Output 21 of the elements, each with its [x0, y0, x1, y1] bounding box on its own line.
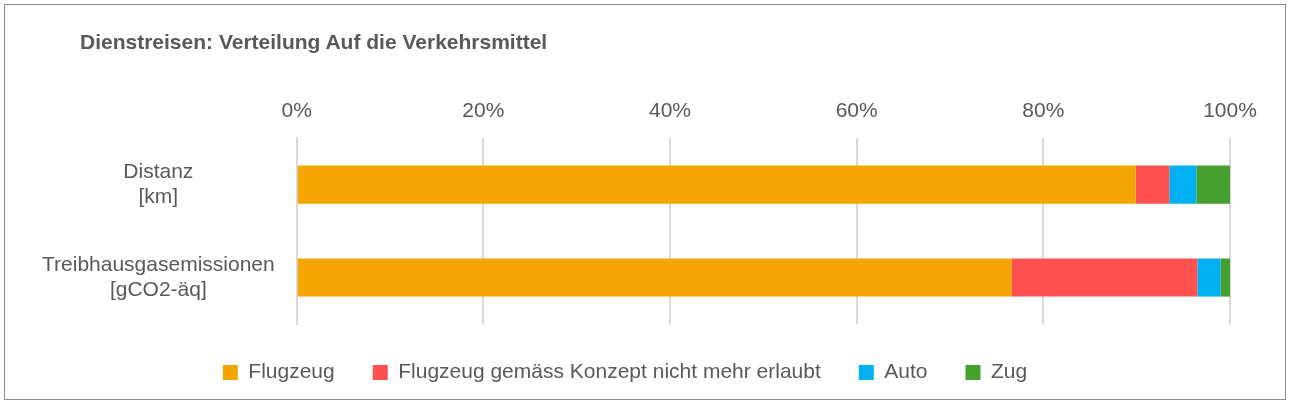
chart-title: Dienstreisen: Verteilung Auf die Verkehrsmittel	[80, 30, 548, 54]
legend-label: Auto	[884, 359, 928, 383]
x-tick-label: 20%	[462, 98, 505, 122]
bar	[1169, 165, 1197, 204]
x-tick-label: 100%	[1203, 98, 1257, 122]
bar	[1196, 165, 1230, 204]
bar	[1220, 258, 1230, 297]
y-tick-label: Treibhausgasemissionen [gCO2-äq]	[42, 251, 275, 300]
bar	[297, 258, 1012, 297]
x-tick-label: 80%	[1022, 98, 1065, 122]
legend-label: Flugzeug	[248, 359, 335, 383]
legend-label: Zug	[990, 359, 1028, 383]
bar	[1197, 258, 1221, 297]
bar	[297, 165, 1136, 204]
x-tick-label: 40%	[648, 98, 692, 122]
x-tick-label: 60%	[835, 98, 878, 122]
x-tick-label: 0%	[281, 98, 312, 122]
legend-label: Flugzeug gemäss Konzept nicht mehr erlaubt	[398, 359, 821, 383]
bar	[1011, 258, 1198, 297]
y-tick-label: Distanz [km]	[123, 158, 194, 208]
bar	[1135, 165, 1170, 204]
